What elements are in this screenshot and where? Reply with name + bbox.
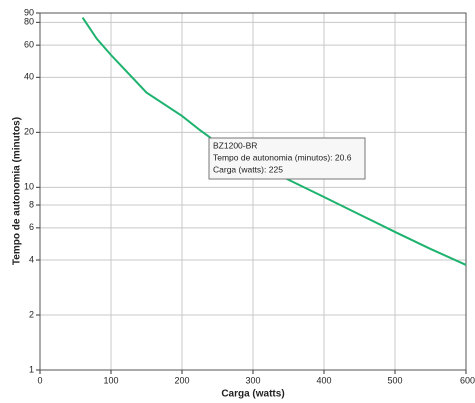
x-tick-label: 100 bbox=[103, 375, 118, 385]
y-tick-label: 2 bbox=[29, 309, 34, 319]
y-tick-label: 60 bbox=[24, 40, 34, 50]
tooltip-line: Carga (watts): 225 bbox=[213, 164, 283, 174]
x-tick-label: 300 bbox=[245, 375, 260, 385]
tooltip: BZ1200-BR Tempo de autonomia (minutos): 2… bbox=[208, 137, 366, 180]
y-tick-label: 8 bbox=[29, 199, 34, 209]
tooltip-box bbox=[208, 137, 366, 180]
y-tick-label: 80 bbox=[24, 17, 34, 27]
y-tick-label: 4 bbox=[29, 254, 34, 264]
plot-frame bbox=[39, 12, 467, 371]
y-tick-label: 90 bbox=[24, 7, 34, 17]
y-tick-label: 6 bbox=[29, 222, 34, 232]
x-tick-label: 400 bbox=[316, 375, 331, 385]
y-tick-label: 1 bbox=[29, 364, 34, 374]
tooltip-line: Tempo de autonomia (minutos): 20.6 bbox=[213, 152, 352, 162]
x-tick-label: 500 bbox=[387, 375, 402, 385]
y-axis-title: Tempo de autonomia (minutos) bbox=[12, 117, 23, 265]
x-tick-label: 600 bbox=[460, 375, 475, 385]
x-axis-title: Carga (watts) bbox=[221, 389, 284, 400]
x-tick-label: 200 bbox=[174, 375, 189, 385]
y-tick-label: 10 bbox=[24, 182, 34, 192]
tooltip-line: BZ1200-BR bbox=[213, 140, 257, 150]
y-tick-label: 20 bbox=[24, 127, 34, 137]
x-tick-label: 0 bbox=[37, 375, 42, 385]
y-tick-label: 40 bbox=[24, 72, 34, 82]
